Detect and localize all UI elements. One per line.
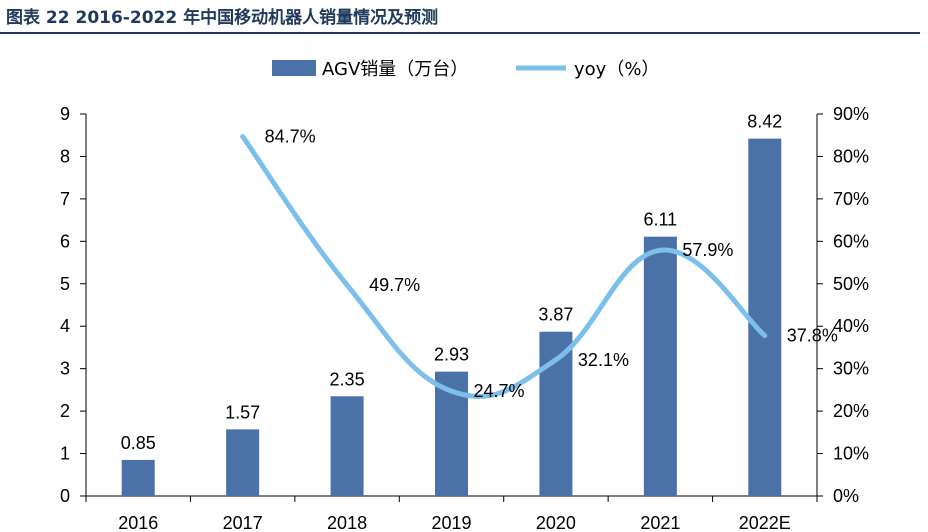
- bar-value-label: 2.35: [330, 369, 365, 389]
- left-tick-label: 6: [60, 231, 70, 251]
- left-tick-label: 7: [60, 189, 70, 209]
- x-tick-label: 2022E: [739, 513, 791, 532]
- bar-value-label: 8.42: [747, 112, 782, 132]
- right-tick-label: 40%: [833, 316, 869, 336]
- right-tick-label: 70%: [833, 189, 869, 209]
- legend-line-label: yoy（%）: [574, 59, 659, 80]
- right-tick-label: 60%: [833, 231, 869, 251]
- bar: [330, 396, 364, 496]
- x-tick-label: 2017: [223, 513, 263, 532]
- left-tick-label: 4: [60, 316, 70, 336]
- legend-bar-label: AGV销量（万台）: [322, 59, 468, 80]
- right-tick-label: 90%: [833, 104, 869, 124]
- yoy-value-label: 32.1%: [578, 350, 629, 370]
- bar: [539, 331, 573, 496]
- bar-value-label: 6.11: [644, 210, 678, 230]
- title-divider: [0, 32, 920, 34]
- x-tick-label: 2018: [327, 513, 367, 532]
- x-tick-label: 2020: [536, 513, 576, 532]
- right-tick-label: 20%: [833, 401, 869, 421]
- line-series: [240, 133, 768, 400]
- left-tick-label: 0: [60, 486, 70, 506]
- bar-value-label: 2.93: [434, 345, 469, 365]
- figure-title: 图表 22 2016-2022 年中国移动机器人销量情况及预测: [6, 8, 439, 28]
- x-tick-label: 2016: [118, 513, 158, 532]
- bar: [748, 138, 782, 496]
- right-tick-label: 80%: [833, 146, 869, 166]
- bar-value-label: 1.57: [225, 402, 260, 422]
- right-tick-label: 10%: [833, 444, 869, 464]
- yoy-value-label: 84.7%: [265, 126, 316, 146]
- x-tick-label: 2021: [640, 513, 680, 532]
- left-tick-label: 5: [60, 274, 70, 294]
- bar: [643, 236, 677, 497]
- yoy-value-label: 37.8%: [787, 326, 838, 346]
- data-labels: 0.85 1.57 2.35 2.93 3.87 6.11 8.42 84.7% 49.7% 24…: [121, 112, 838, 453]
- legend-bar-swatch: [272, 60, 316, 76]
- left-tick-label: 2: [60, 401, 70, 421]
- left-tick-label: 9: [60, 104, 70, 124]
- bar-value-label: 3.87: [538, 305, 573, 325]
- yoy-value-label: 57.9%: [682, 240, 733, 260]
- right-tick-label: 0%: [833, 486, 859, 506]
- left-tick-label: 3: [60, 359, 70, 379]
- yoy-line: [240, 133, 768, 400]
- legend: AGV销量（万台） yoy（%）: [272, 59, 659, 80]
- right-tick-label: 50%: [833, 274, 869, 294]
- bar-series: [121, 138, 782, 497]
- yoy-value-label: 24.7%: [474, 381, 525, 401]
- yoy-value-label: 49.7%: [369, 275, 420, 295]
- x-tick-label: 2019: [431, 513, 471, 532]
- left-tick-label: 1: [60, 444, 70, 464]
- bar: [121, 459, 155, 496]
- left-tick-label: 8: [60, 146, 70, 166]
- bar-value-label: 0.85: [121, 433, 156, 453]
- axes: 01234567890%10%20%30%40%50%60%70%80%90%2…: [60, 104, 869, 532]
- right-tick-label: 30%: [833, 359, 869, 379]
- bar: [226, 429, 260, 496]
